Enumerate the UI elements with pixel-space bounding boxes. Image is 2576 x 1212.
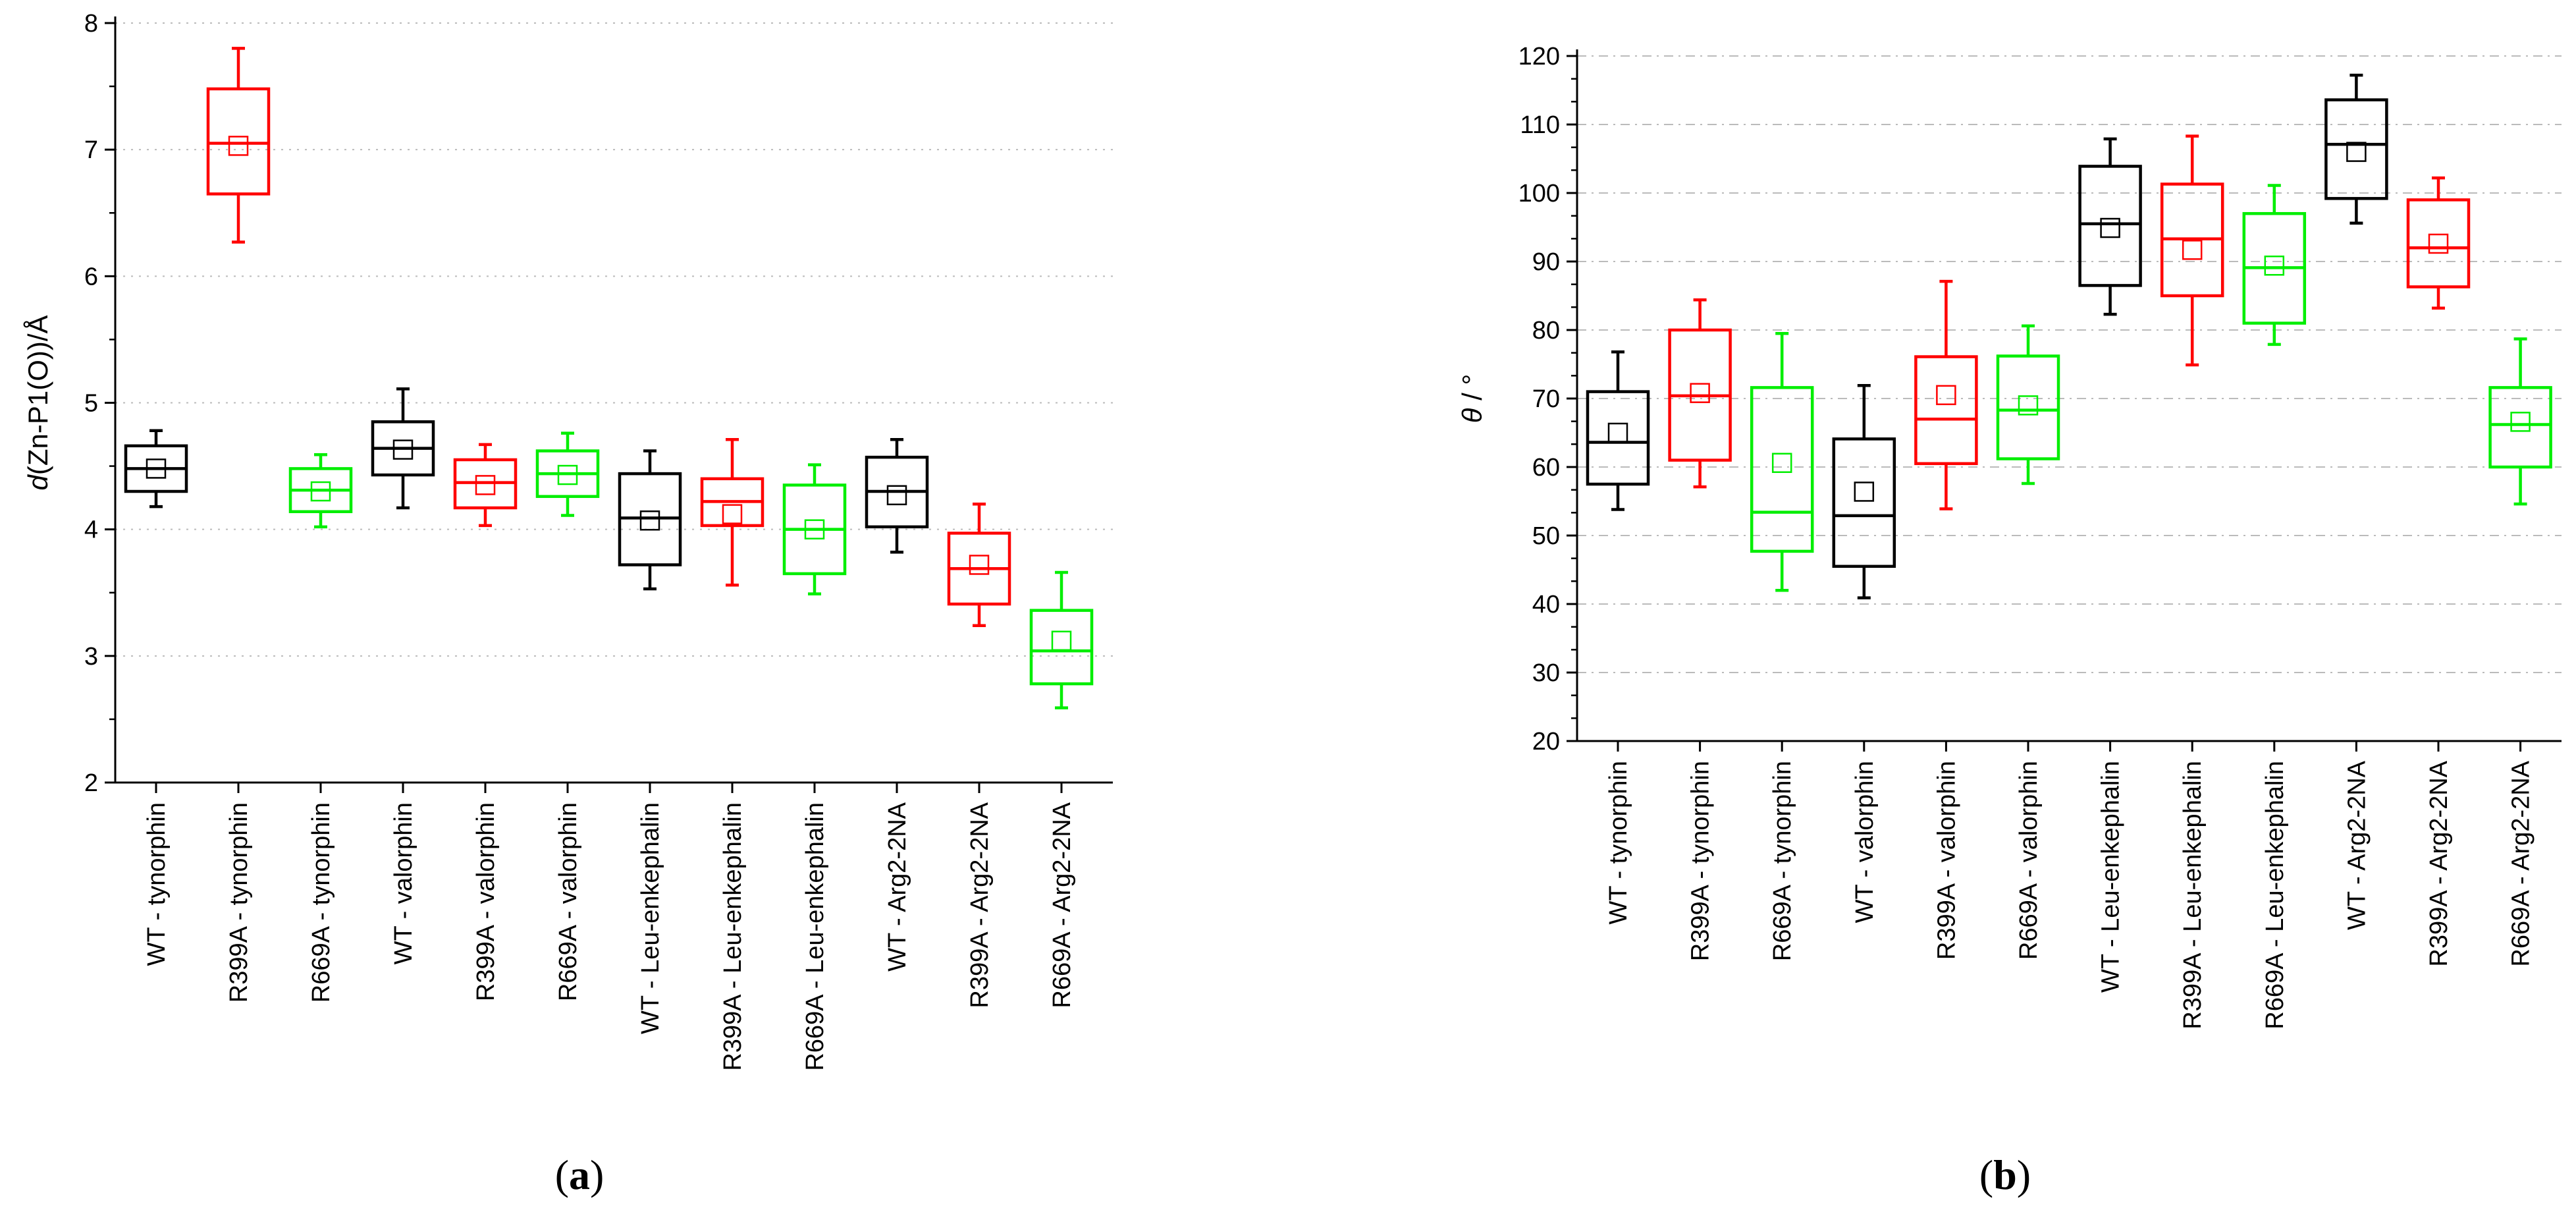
x-category-label: R669A - Arg2-2NA xyxy=(2508,760,2535,966)
mean-marker xyxy=(2182,240,2203,260)
x-category-label: R669A - Leu-enkephalin xyxy=(801,802,829,1071)
x-category-label: R399A - Leu-enkephalin xyxy=(2179,761,2207,1030)
mean-marker xyxy=(228,136,249,156)
mean-marker xyxy=(392,439,414,460)
mean-marker xyxy=(2510,412,2531,432)
mean-marker xyxy=(1607,422,1628,443)
y-tick-label: 4 xyxy=(84,516,98,544)
mean-marker xyxy=(2428,233,2449,254)
x-category-label: WT - valorphin xyxy=(1851,761,1879,923)
y-tick-label: 8 xyxy=(84,10,98,38)
x-category-label: WT - Leu-enkephalin xyxy=(637,802,664,1034)
chart-panel-a: 2 3 4 5 6 7 8 d(Zn-P1(O))/Å WT - tynorphin R399A … xyxy=(22,10,1113,1198)
x-category-label: WT - tynorphin xyxy=(1605,761,1632,924)
x-category-label: WT - Arg2-2NA xyxy=(2343,760,2371,930)
mean-marker xyxy=(1771,453,1792,474)
x-category-label: R669A - valorphin xyxy=(2015,761,2043,960)
x-category-label: R669A - tynorphin xyxy=(308,802,335,1003)
y-tick-label: 7 xyxy=(84,136,98,164)
y-tick-label: 80 xyxy=(1532,317,1560,344)
panel-label-part: ) xyxy=(2017,1151,2031,1198)
y-axis-label-italic: d xyxy=(22,474,53,491)
mean-marker xyxy=(1936,385,1956,406)
mean-marker xyxy=(2264,255,2285,276)
mean-marker xyxy=(886,485,907,506)
panel-label-part: a xyxy=(569,1151,590,1198)
y-tick-label: 110 xyxy=(1520,111,1560,139)
y-tick-label: 40 xyxy=(1532,591,1560,619)
y-axis-label: θ / ° xyxy=(1457,374,1488,424)
panel-label-part: ( xyxy=(1979,1151,1993,1198)
mean-marker xyxy=(969,555,990,575)
box xyxy=(1996,354,2060,460)
y-axis-label-italic: θ xyxy=(1457,408,1488,423)
y-tick-label: 60 xyxy=(1532,454,1560,482)
y-tick-label: 2 xyxy=(84,769,98,797)
mean-marker xyxy=(1854,482,1875,502)
y-tick-label: 5 xyxy=(84,390,98,418)
box xyxy=(1586,390,1650,486)
mean-marker xyxy=(804,519,825,539)
x-category-label: R669A - Arg2-2NA xyxy=(1048,802,1076,1008)
box xyxy=(2078,165,2142,287)
panel-label: (b) xyxy=(1979,1151,2031,1198)
x-category-label: R399A - tynorphin xyxy=(225,802,253,1003)
x-category-label: R399A - Arg2-2NA xyxy=(966,802,994,1008)
y-tick-label: 6 xyxy=(84,263,98,290)
y-axis-label-rest: / ° xyxy=(1457,374,1488,408)
y-tick-label: 90 xyxy=(1532,248,1560,276)
y-tick-label: 50 xyxy=(1532,522,1560,550)
x-category-label: R399A - tynorphin xyxy=(1687,761,1715,961)
mean-marker xyxy=(2346,142,2367,162)
x-category-label: WT - valorphin xyxy=(390,802,417,964)
x-category-label: R669A - valorphin xyxy=(554,802,582,1001)
chart-panel-b: 20 30 40 50 60 70 80 90 100 110 120 θ / ° WT - tynor… xyxy=(1457,43,2562,1198)
mean-marker xyxy=(1690,383,1710,403)
box xyxy=(1029,609,1094,686)
x-category-label: R399A - valorphin xyxy=(1933,761,1960,960)
box xyxy=(1832,437,1896,568)
box xyxy=(206,87,271,196)
x-category-label: R399A - Arg2-2NA xyxy=(2425,760,2453,966)
y-tick-label: 3 xyxy=(84,643,98,671)
x-category-label: R399A - Leu-enkephalin xyxy=(719,802,747,1071)
mean-marker xyxy=(722,504,743,524)
x-category-label: R669A - Leu-enkephalin xyxy=(2261,761,2289,1030)
x-category-label: R399A - valorphin xyxy=(472,802,500,1001)
x-category-label: WT - tynorphin xyxy=(143,802,171,966)
y-tick-label: 120 xyxy=(1518,43,1560,70)
box xyxy=(2406,198,2471,289)
y-axis-label-rest: (Zn-P1(O))/Å xyxy=(22,315,53,475)
mean-marker xyxy=(146,458,167,479)
y-tick-label: 30 xyxy=(1532,659,1560,687)
y-tick-label: 70 xyxy=(1532,385,1560,413)
mean-marker xyxy=(2018,395,2039,416)
mean-marker xyxy=(310,481,331,502)
mean-marker xyxy=(639,510,660,531)
y-axis-label: d(Zn-P1(O))/Å xyxy=(22,315,53,490)
panel-label-part: b xyxy=(1993,1151,2017,1198)
x-category-label: R669A - tynorphin xyxy=(1769,761,1796,961)
box xyxy=(1750,386,1814,553)
box xyxy=(2324,98,2388,200)
y-tick-label: 20 xyxy=(1532,728,1560,756)
box xyxy=(1914,355,1978,466)
mean-marker xyxy=(1051,630,1072,651)
x-category-label: WT - Leu-enkephalin xyxy=(2097,761,2125,993)
panel-label-part: ) xyxy=(590,1151,604,1198)
y-tick-label: 100 xyxy=(1518,180,1560,207)
mean-marker xyxy=(557,464,578,485)
x-category-label: WT - Arg2-2NA xyxy=(884,802,911,972)
panel-label-part: ( xyxy=(555,1151,569,1198)
mean-marker xyxy=(2100,217,2120,238)
mean-marker xyxy=(475,475,496,495)
panel-label: (a) xyxy=(555,1151,604,1198)
box xyxy=(2488,386,2552,469)
